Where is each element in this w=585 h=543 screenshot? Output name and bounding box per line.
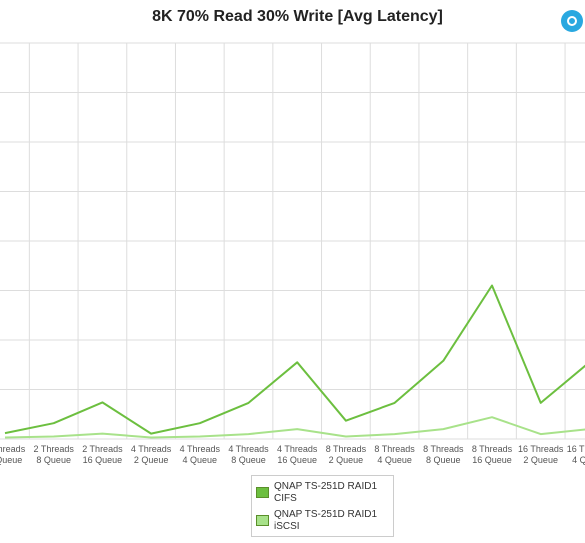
legend-swatch-iscsi	[256, 515, 269, 526]
x-tick-label: 2 Queue	[134, 455, 169, 465]
x-tick-label: 4 Queue	[572, 455, 585, 465]
x-tick-label: 8 Queue	[36, 455, 71, 465]
x-tick-label: 1 Queue	[0, 455, 22, 465]
series-line-cifs	[4, 284, 585, 435]
x-tick-label: 16 Queue	[277, 455, 317, 465]
x-tick-label: 4 Queue	[183, 455, 218, 465]
legend-sublabel-cifs: CIFS	[274, 493, 297, 504]
legend-label-iscsi: QNAP TS-251D RAID1	[274, 509, 378, 520]
x-tick-label: 4 Threads	[180, 444, 221, 454]
x-tick-label: 2 Queue	[523, 455, 558, 465]
x-tick-label: 2 Threads	[34, 444, 75, 454]
info-icon[interactable]	[561, 10, 583, 32]
x-tick-label: 8 Threads	[423, 444, 464, 454]
x-tick-label: 1 Threads	[0, 444, 26, 454]
x-tick-label: 4 Queue	[377, 455, 412, 465]
x-tick-label: 2 Threads	[82, 444, 123, 454]
x-tick-label: 8 Threads	[326, 444, 367, 454]
chart-title: 8K 70% Read 30% Write [Avg Latency]	[152, 8, 443, 25]
x-tick-label: 16 Queue	[472, 455, 512, 465]
x-tick-label: 8 Threads	[374, 444, 415, 454]
x-tick-label: 8 Queue	[426, 455, 461, 465]
x-tick-label: 16 Queue	[83, 455, 123, 465]
chart-legend: QNAP TS-251D RAID1 CIFS QNAP TS-251D RAI…	[251, 475, 394, 537]
x-tick-label: 8 Threads	[472, 444, 513, 454]
x-tick-label: 8 Queue	[231, 455, 266, 465]
chart-grid	[0, 42, 585, 440]
x-tick-label: 4 Threads	[277, 444, 318, 454]
legend-label-cifs: QNAP TS-251D RAID1	[274, 481, 378, 492]
chart-lines	[4, 284, 585, 439]
series-line-iscsi	[4, 416, 585, 439]
x-tick-label: 2 Queue	[329, 455, 364, 465]
legend-swatch-cifs	[256, 487, 269, 498]
x-tick-label: 4 Threads	[131, 444, 172, 454]
legend-item-cifs[interactable]: QNAP TS-251D RAID1 CIFS	[256, 481, 392, 507]
x-tick-label: 16 Threads	[567, 444, 585, 454]
legend-item-iscsi[interactable]: QNAP TS-251D RAID1 iSCSI	[256, 509, 392, 535]
x-tick-label: 4 Threads	[228, 444, 269, 454]
x-tick-label: 16 Threads	[518, 444, 564, 454]
legend-sublabel-iscsi: iSCSI	[274, 521, 300, 532]
